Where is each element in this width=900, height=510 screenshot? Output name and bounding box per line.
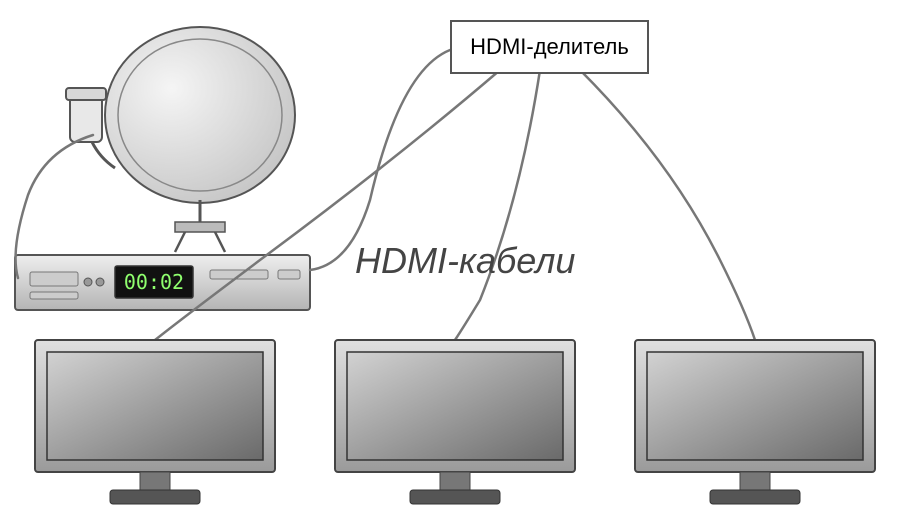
cable-splitter-to-tv3 [580,70,755,340]
diagram-canvas: 00:02 [0,0,900,510]
cable-splitter-to-tv2 [455,70,540,340]
hdmi-splitter-label: HDMI-делитель [470,34,629,60]
cable-receiver-to-splitter [310,50,450,270]
hdmi-cables-label: HDMI-кабели [355,240,575,282]
hdmi-splitter-box: HDMI-делитель [450,20,649,74]
satellite-dish [66,27,295,252]
receiver-time-display: 00:02 [124,270,184,294]
television-2 [335,340,575,504]
television-3 [635,340,875,504]
television-1 [35,340,275,504]
satellite-receiver: 00:02 [15,255,310,310]
